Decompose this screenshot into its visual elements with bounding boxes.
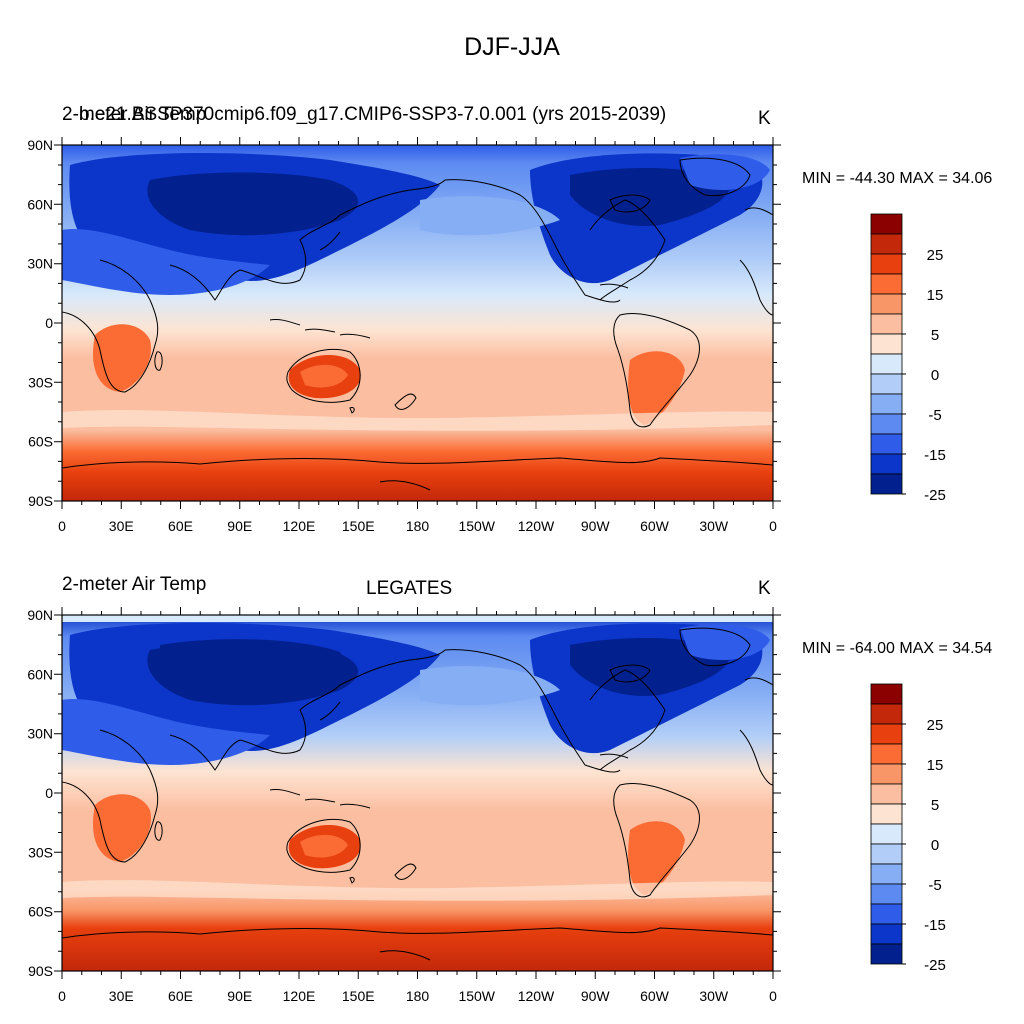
- panel2-colorbar-label: 5: [931, 797, 939, 814]
- panel2-lat-tick-label: 60S: [28, 904, 53, 920]
- panel1-lat-tick-label: 90N: [27, 137, 53, 153]
- panel2-colorbar-label: -5: [928, 877, 941, 894]
- panel2-lon-tick-label: 90E: [227, 988, 252, 1004]
- panel2-colorbar-swatch: [870, 763, 903, 785]
- panel1-map: [53, 136, 782, 510]
- figure-title: DJF-JJA: [464, 33, 560, 61]
- panel1-units-label: K: [758, 108, 771, 129]
- panel2-lon-tick-label: 30W: [699, 988, 729, 1004]
- panel1-colorbar-label: 25: [927, 247, 944, 264]
- panel2-colorbar-swatch: [870, 883, 903, 905]
- panel1-lat-tick-label: 90S: [28, 493, 53, 509]
- panel1-colorbar-label: -25: [924, 487, 946, 504]
- panel2-colorbar-label: 0: [931, 837, 939, 854]
- panel1-colorbar-label: 5: [931, 327, 939, 344]
- panel1-colorbar-swatch: [870, 413, 903, 435]
- panel1-colorbar-swatch: [870, 453, 903, 475]
- panel2-units-label: K: [758, 578, 771, 599]
- panel1-lon-tick-label: 60W: [640, 518, 670, 534]
- panel1-lon-tick-label: 120W: [518, 518, 555, 534]
- panel2-lon-tick-label: 150W: [458, 988, 495, 1004]
- panel1-colorbar-swatch: [870, 233, 903, 255]
- panel1-colorbar-label: 15: [927, 287, 944, 304]
- panel2-colorbar-swatch: [870, 843, 903, 865]
- axis-labels: 90N 60N 30N 0 30S 60S 90S 0 30E 60E 90E 120E 150E 180…: [27, 137, 777, 1004]
- panel1-colorbar: 25 15 5 0 -5 -15 -25: [870, 213, 946, 504]
- panel1-colorbar-swatch: [870, 473, 903, 495]
- panel2-lon-tick-label: 150E: [342, 988, 375, 1004]
- panel1-lon-tick-label: 90E: [227, 518, 252, 534]
- panel1-colorbar-label: 0: [931, 367, 939, 384]
- panel1-colorbar-swatch: [870, 273, 903, 295]
- panel1-lon-tick-label: 0: [769, 518, 777, 534]
- panel2-colorbar-swatch: [870, 923, 903, 945]
- panel2-lon-tick-label: 0: [769, 988, 777, 1004]
- panel1-min-max: MIN = -44.30 MAX = 34.06: [802, 170, 993, 187]
- panel2-lon-tick-label: 0: [58, 988, 66, 1004]
- panel2-colorbar-label: -25: [924, 957, 946, 974]
- panel1-colorbar-swatch: [870, 253, 903, 275]
- panel2-variable-label: 2-meter Air Temp: [62, 574, 207, 595]
- panel1-lon-tick-label: 150E: [342, 518, 375, 534]
- panel2-lon-tick-label: 180: [406, 988, 430, 1004]
- panel1-lon-tick-label: 30W: [699, 518, 729, 534]
- panel2-colorbar-swatch: [870, 703, 903, 725]
- panel1-colorbar-swatch: [870, 353, 903, 375]
- panel1-lon-tick-label: 30E: [109, 518, 134, 534]
- panel2-colorbar-label: 15: [927, 757, 944, 774]
- panel2-lat-tick-label: 90S: [28, 963, 53, 979]
- panel1-colorbar-swatch: [870, 433, 903, 455]
- panel2-lon-tick-label: 120E: [283, 988, 316, 1004]
- panel2-colorbar-swatch: [870, 743, 903, 765]
- panel1-colorbar-swatch: [870, 393, 903, 415]
- panel2-lat-tick-label: 60N: [27, 666, 53, 682]
- panel1-lon-tick-label: 180: [406, 518, 430, 534]
- panel2-colorbar-swatch: [870, 823, 903, 845]
- panel2-lon-tick-label: 90W: [581, 988, 611, 1004]
- panel1-lon-tick-label: 150W: [458, 518, 495, 534]
- panel2-lon-tick-label: 60E: [168, 988, 193, 1004]
- panel2-colorbar: 25 15 5 0 -5 -15 -25: [870, 683, 946, 974]
- panel2-colorbar-label: -15: [924, 917, 946, 934]
- panel2-lon-tick-label: 30E: [109, 988, 134, 1004]
- panel1-colorbar-swatch: [870, 333, 903, 355]
- panel2-lat-tick-label: 30N: [27, 726, 53, 742]
- panel1-colorbar-swatch: [870, 373, 903, 395]
- panel2-min-max: MIN = -64.00 MAX = 34.54: [802, 640, 993, 657]
- panel2-lon-tick-label: 120W: [518, 988, 555, 1004]
- panel2-lat-tick-label: 0: [45, 785, 53, 801]
- panel1-colorbar-label: -15: [924, 447, 946, 464]
- panel1-colorbar-swatch: [870, 293, 903, 315]
- panel2-colorbar-swatch: [870, 723, 903, 745]
- panel1-colorbar-label: -5: [928, 407, 941, 424]
- panel2-lat-tick-label: 30S: [28, 844, 53, 860]
- panel2-case-label: LEGATES: [366, 578, 453, 599]
- panel1-variable-label: 2-meter Air Temp: [62, 104, 207, 125]
- panel2-colorbar-swatch: [870, 863, 903, 885]
- panel1-colorbar-swatch: [870, 213, 903, 235]
- panel1-lon-tick-label: 90W: [581, 518, 611, 534]
- panel1-lat-tick-label: 30S: [28, 374, 53, 390]
- panel2-colorbar-label: 25: [927, 717, 944, 734]
- panel2-lon-tick-label: 60W: [640, 988, 670, 1004]
- panel2-colorbar-swatch: [870, 783, 903, 805]
- panel1-colorbar-swatch: [870, 313, 903, 335]
- panel1-lon-tick-label: 60E: [168, 518, 193, 534]
- panel2-colorbar-swatch: [870, 943, 903, 965]
- panel1-lat-tick-label: 60S: [28, 434, 53, 450]
- panel2-colorbar-swatch: [870, 683, 903, 705]
- panel1-lon-tick-label: 120E: [283, 518, 316, 534]
- panel1-lon-tick-label: 0: [58, 518, 66, 534]
- panel1-lat-tick-label: 0: [45, 315, 53, 331]
- panel2-colorbar-swatch: [870, 903, 903, 925]
- panel1-case-label: b.e21.BSSP370cmip6.f09_g17.CMIP6-SSP3-7.…: [79, 104, 667, 125]
- panel2-map: [53, 606, 782, 980]
- panel2-lat-tick-label: 90N: [27, 607, 53, 623]
- panel2-colorbar-swatch: [870, 803, 903, 825]
- panel1-lat-tick-label: 30N: [27, 256, 53, 272]
- panel1-lat-tick-label: 60N: [27, 196, 53, 212]
